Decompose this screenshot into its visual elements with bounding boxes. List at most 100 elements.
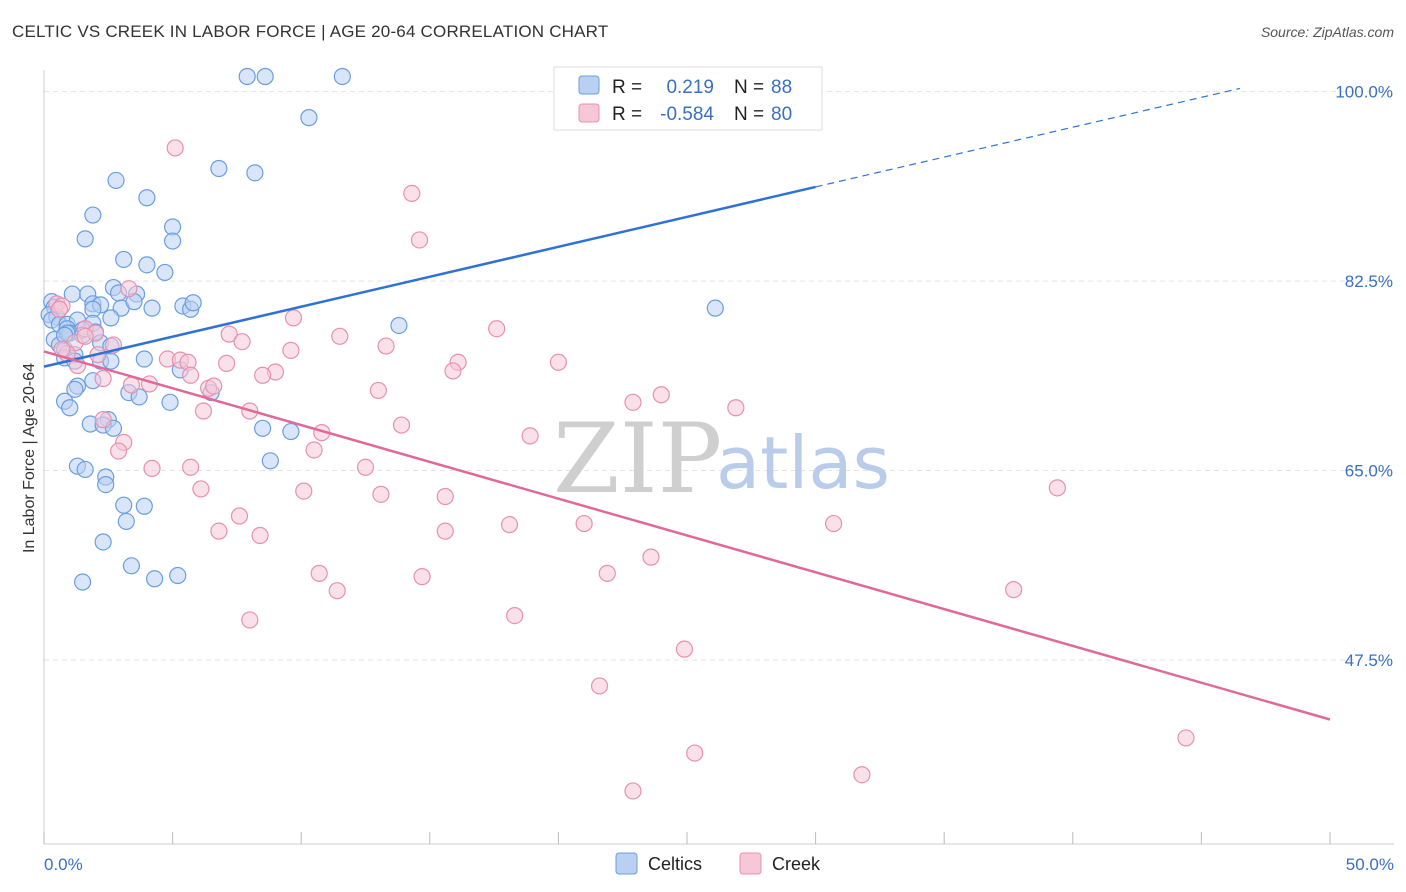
celtics-point bbox=[138, 256, 156, 274]
legend-box: R = 0.219 N = 88 R = -0.584 N = 80 bbox=[553, 66, 823, 131]
creek-point bbox=[194, 402, 213, 420]
creek-point bbox=[331, 327, 349, 345]
creek-point bbox=[76, 327, 94, 345]
celtics-point bbox=[210, 159, 228, 178]
creek-point bbox=[500, 516, 519, 534]
creek-point bbox=[686, 744, 704, 762]
celtics-point bbox=[135, 350, 153, 368]
creek-point bbox=[372, 485, 390, 503]
creek-point bbox=[624, 782, 642, 800]
creek-trend-line bbox=[43, 350, 1331, 721]
celtics-points bbox=[40, 67, 724, 591]
creek-point bbox=[230, 507, 249, 525]
celtics-point bbox=[254, 419, 272, 437]
trend-lines bbox=[43, 87, 1331, 721]
creek-point bbox=[356, 458, 375, 476]
creek-point bbox=[295, 482, 313, 500]
creek-point bbox=[369, 381, 387, 400]
legend-n-value-creek: 80 bbox=[771, 104, 792, 125]
celtics-point bbox=[73, 573, 92, 591]
celtics-point bbox=[333, 67, 351, 86]
legend-n-value-celtics: 88 bbox=[771, 77, 792, 98]
creek-point bbox=[575, 514, 593, 533]
celtics-point bbox=[130, 388, 148, 406]
creek-point bbox=[220, 325, 238, 343]
creek-point bbox=[284, 309, 303, 327]
axes bbox=[43, 70, 1394, 845]
celtics-point bbox=[246, 164, 264, 182]
x-ticks bbox=[43, 832, 1331, 844]
celtics-point bbox=[84, 206, 102, 224]
celtics-point bbox=[115, 250, 133, 269]
creek-point bbox=[506, 606, 524, 625]
watermark-zip: ZIP bbox=[553, 403, 722, 515]
celtics-trend-line bbox=[43, 185, 816, 368]
creek-point bbox=[120, 280, 138, 298]
legend-n-label-celtics: N = bbox=[734, 77, 764, 98]
celtics-point bbox=[76, 230, 94, 248]
bottom-legend-swatch-celtics bbox=[615, 852, 638, 875]
celtics-point bbox=[135, 497, 153, 515]
celtics-point bbox=[145, 570, 164, 588]
celtics-point bbox=[107, 171, 125, 190]
celtics-point bbox=[76, 460, 94, 479]
creek-point bbox=[727, 399, 745, 417]
legend-r-label-creek: R = bbox=[612, 104, 642, 125]
bottom-legend: Celtics Creek bbox=[615, 852, 821, 875]
creek-point bbox=[1048, 479, 1066, 497]
creek-point bbox=[403, 184, 421, 203]
creek-point bbox=[1177, 729, 1195, 747]
creek-point bbox=[853, 766, 871, 784]
creek-point bbox=[549, 353, 568, 371]
x-tick-label-min: 0.0% bbox=[44, 855, 83, 874]
celtics-point bbox=[115, 496, 133, 514]
celtics-point bbox=[238, 67, 256, 86]
celtics-trend-extension bbox=[815, 87, 1241, 188]
creek-point bbox=[444, 362, 462, 380]
watermark-atlas: atlas bbox=[716, 421, 890, 505]
y-tick-label: 47.5% bbox=[1345, 651, 1393, 670]
celtics-point bbox=[161, 393, 179, 411]
creek-point bbox=[521, 427, 539, 445]
celtics-point bbox=[282, 422, 300, 441]
creek-point bbox=[652, 386, 670, 404]
celtics-point bbox=[117, 512, 135, 531]
creek-point bbox=[392, 416, 411, 434]
x-tick-label-max: 50.0% bbox=[1346, 855, 1394, 874]
legend-r-label-celtics: R = bbox=[612, 77, 642, 98]
celtics-point bbox=[66, 380, 84, 398]
creek-point bbox=[251, 526, 269, 545]
celtics-point bbox=[261, 452, 279, 470]
source-label: Source: ZipAtlas.com bbox=[1260, 24, 1394, 40]
celtics-point bbox=[706, 299, 724, 317]
creek-point bbox=[305, 441, 323, 459]
creek-point bbox=[192, 480, 210, 498]
creek-point bbox=[210, 522, 228, 540]
legend-r-value-creek: -0.584 bbox=[660, 104, 714, 125]
creek-point bbox=[328, 582, 346, 600]
creek-point bbox=[1005, 581, 1023, 599]
creek-point bbox=[436, 522, 454, 540]
creek-point bbox=[218, 354, 236, 372]
creek-point bbox=[233, 333, 251, 351]
creek-point bbox=[182, 458, 200, 476]
creek-point bbox=[254, 366, 272, 384]
creek-points bbox=[48, 139, 1195, 800]
celtics-point bbox=[184, 294, 202, 312]
celtics-point bbox=[97, 476, 115, 494]
celtics-point bbox=[61, 399, 79, 417]
celtics-point bbox=[143, 299, 161, 317]
celtics-point bbox=[256, 67, 274, 86]
celtics-point bbox=[102, 309, 120, 327]
y-axis-title: In Labor Force | Age 20-64 bbox=[21, 363, 38, 553]
creek-point bbox=[410, 231, 429, 249]
creek-point bbox=[143, 459, 161, 477]
creek-point bbox=[94, 369, 112, 388]
legend-swatch-celtics bbox=[578, 75, 600, 95]
creek-point bbox=[241, 611, 259, 629]
chart-title: CELTIC VS CREEK IN LABOR FORCE | AGE 20-… bbox=[12, 22, 609, 41]
y-tick-label: 65.0% bbox=[1345, 462, 1393, 481]
creek-point bbox=[624, 393, 642, 411]
creek-point bbox=[282, 341, 300, 359]
creek-point bbox=[413, 568, 431, 586]
